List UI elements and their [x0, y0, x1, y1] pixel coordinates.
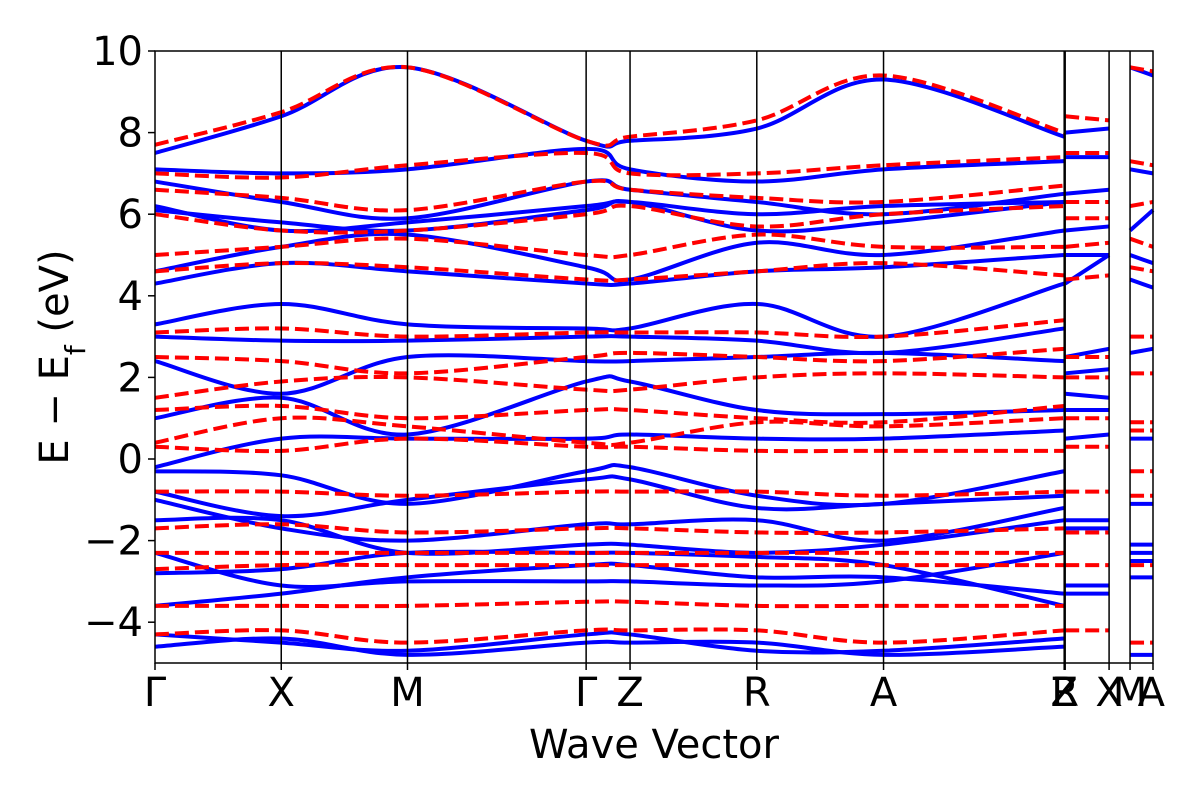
dashed-band-line: [154, 415, 1065, 447]
x-tick-label: A: [1138, 670, 1166, 716]
dashed-band-line: [1129, 236, 1154, 249]
y-axis-title-main: E − E: [32, 355, 78, 465]
x-tick-label: M: [390, 670, 425, 716]
plot-frame: [154, 50, 1154, 664]
solid-band-line: [1064, 187, 1110, 196]
dashed-band-line: [1064, 114, 1110, 123]
solid-band-line: [1128, 208, 1155, 233]
solid-band-line: [1129, 277, 1154, 290]
dashed-band-line: [1129, 199, 1154, 209]
solid-band-line: [1064, 224, 1110, 233]
dashed-band-line: [1064, 273, 1110, 282]
dashed-band-line: [1129, 159, 1154, 168]
solid-band-line: [1064, 391, 1110, 400]
x-axis-ticks: Γ X M Γ Z R A ZR XMA: [144, 663, 1166, 716]
x-tick-label: Z: [1050, 670, 1077, 716]
x-tick-label: A: [870, 670, 898, 716]
dashed-band-line: [154, 150, 1065, 180]
kpoint-lines-layer: [280, 51, 1131, 663]
y-axis-title: E − Ef (eV): [32, 249, 92, 464]
x-tick-label: Γ: [144, 670, 167, 716]
dashed-band-line: [1129, 65, 1154, 74]
x-tick-label: Γ: [575, 670, 598, 716]
dashed-band-line: [154, 64, 1065, 148]
x-tick-label: R: [743, 670, 771, 716]
x-tick-label: R: [1051, 670, 1079, 716]
x-tick-label: M: [1113, 670, 1148, 716]
x-tick-label: X: [1095, 670, 1122, 716]
dashed-band-line: [1064, 240, 1110, 249]
solid-band-line: [1064, 432, 1110, 441]
solid-band-line: [1064, 367, 1110, 376]
y-axis-title-subscript: f: [59, 344, 92, 355]
solid-band-line: [1129, 253, 1154, 266]
y-tick-label: 2: [118, 355, 143, 401]
x-tick-label: Z: [616, 670, 643, 716]
x-tick-label: X: [268, 670, 295, 716]
y-axis-title-unit: (eV): [32, 249, 78, 345]
y-tick-label: 4: [118, 274, 143, 320]
x-axis-title: Wave Vector: [529, 722, 780, 768]
dashed-band-line: [1129, 265, 1154, 274]
dashed-band-line: [154, 203, 1065, 235]
solid-band-line: [1129, 167, 1154, 176]
y-tick-label: 0: [118, 437, 143, 483]
dashed-band-line: [154, 178, 1065, 213]
y-axis-ticks: −4 −2 0 2 4 6 8 10: [84, 29, 155, 646]
y-tick-label: 6: [118, 192, 143, 238]
y-tick-label: 10: [92, 29, 143, 75]
y-tick-label: −2: [84, 519, 143, 565]
y-tick-label: −4: [84, 600, 143, 646]
solid-band-line: [1064, 126, 1110, 135]
solid-band-line: [1129, 346, 1154, 355]
y-tick-label: 8: [118, 111, 143, 157]
